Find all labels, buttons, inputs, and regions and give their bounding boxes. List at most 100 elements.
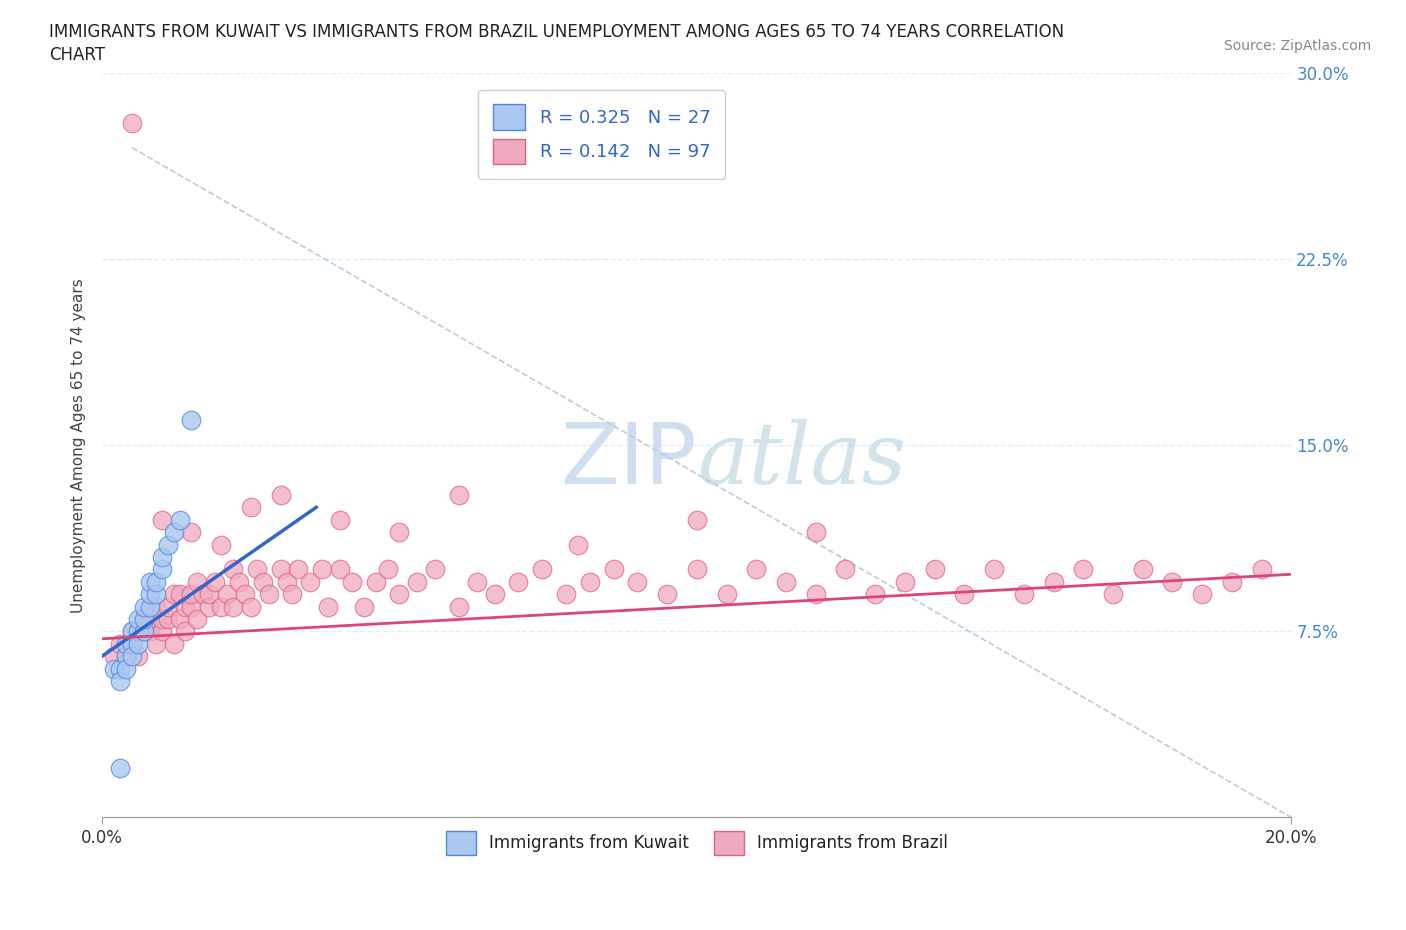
Point <box>804 525 827 539</box>
Point <box>108 673 131 688</box>
Point <box>252 575 274 590</box>
Point <box>1071 562 1094 577</box>
Point <box>222 562 245 577</box>
Point <box>655 587 678 602</box>
Point <box>204 575 226 590</box>
Point <box>686 562 709 577</box>
Point <box>377 562 399 577</box>
Point <box>156 599 179 614</box>
Point <box>340 575 363 590</box>
Point <box>198 599 221 614</box>
Point <box>217 587 239 602</box>
Point <box>276 575 298 590</box>
Point <box>364 575 387 590</box>
Point <box>1042 575 1064 590</box>
Point <box>209 599 232 614</box>
Point <box>127 636 149 651</box>
Point <box>127 649 149 664</box>
Point <box>132 612 155 627</box>
Point <box>115 649 138 664</box>
Point <box>127 612 149 627</box>
Point <box>270 562 292 577</box>
Point <box>465 575 488 590</box>
Point <box>329 562 352 577</box>
Text: IMMIGRANTS FROM KUWAIT VS IMMIGRANTS FROM BRAZIL UNEMPLOYMENT AMONG AGES 65 TO 7: IMMIGRANTS FROM KUWAIT VS IMMIGRANTS FRO… <box>49 23 1064 41</box>
Point <box>132 624 155 639</box>
Point <box>174 624 197 639</box>
Point <box>602 562 624 577</box>
Point <box>127 624 149 639</box>
Point <box>1161 575 1184 590</box>
Point <box>169 612 191 627</box>
Text: ZIP: ZIP <box>560 418 697 501</box>
Point <box>209 537 232 551</box>
Point <box>115 661 138 676</box>
Point <box>198 587 221 602</box>
Point <box>180 587 202 602</box>
Point <box>228 575 250 590</box>
Point <box>115 636 138 651</box>
Point <box>169 512 191 527</box>
Point <box>775 575 797 590</box>
Point <box>121 636 143 651</box>
Point <box>388 525 411 539</box>
Point <box>353 599 375 614</box>
Point <box>103 649 125 664</box>
Point <box>180 525 202 539</box>
Point <box>233 587 256 602</box>
Point <box>186 612 208 627</box>
Point <box>139 599 162 614</box>
Text: atlas: atlas <box>697 418 905 501</box>
Point <box>150 550 173 565</box>
Point <box>287 562 309 577</box>
Point <box>108 661 131 676</box>
Point <box>716 587 738 602</box>
Text: CHART: CHART <box>49 46 105 64</box>
Point <box>1191 587 1213 602</box>
Point <box>745 562 768 577</box>
Point <box>145 599 167 614</box>
Point <box>425 562 447 577</box>
Point <box>388 587 411 602</box>
Point <box>406 575 429 590</box>
Point <box>983 562 1005 577</box>
Point <box>162 636 184 651</box>
Point <box>484 587 506 602</box>
Text: Source: ZipAtlas.com: Source: ZipAtlas.com <box>1223 39 1371 53</box>
Point <box>329 512 352 527</box>
Point <box>169 587 191 602</box>
Point <box>121 624 143 639</box>
Point <box>281 587 304 602</box>
Point <box>145 636 167 651</box>
Point <box>180 599 202 614</box>
Point <box>139 624 162 639</box>
Point <box>121 636 143 651</box>
Point <box>804 587 827 602</box>
Point <box>180 413 202 428</box>
Point <box>863 587 886 602</box>
Point <box>150 562 173 577</box>
Point <box>1012 587 1035 602</box>
Point <box>270 487 292 502</box>
Point <box>1250 562 1272 577</box>
Point <box>924 562 946 577</box>
Point <box>115 649 138 664</box>
Point <box>508 575 530 590</box>
Point <box>156 537 179 551</box>
Point <box>150 612 173 627</box>
Point <box>447 487 470 502</box>
Point <box>108 636 131 651</box>
Point <box>555 587 578 602</box>
Point <box>1220 575 1243 590</box>
Point <box>447 599 470 614</box>
Point <box>316 599 339 614</box>
Point <box>121 649 143 664</box>
Point <box>121 115 143 130</box>
Point <box>132 624 155 639</box>
Point <box>299 575 322 590</box>
Point <box>162 587 184 602</box>
Point <box>257 587 280 602</box>
Point <box>239 499 262 514</box>
Point <box>108 761 131 776</box>
Point <box>193 587 215 602</box>
